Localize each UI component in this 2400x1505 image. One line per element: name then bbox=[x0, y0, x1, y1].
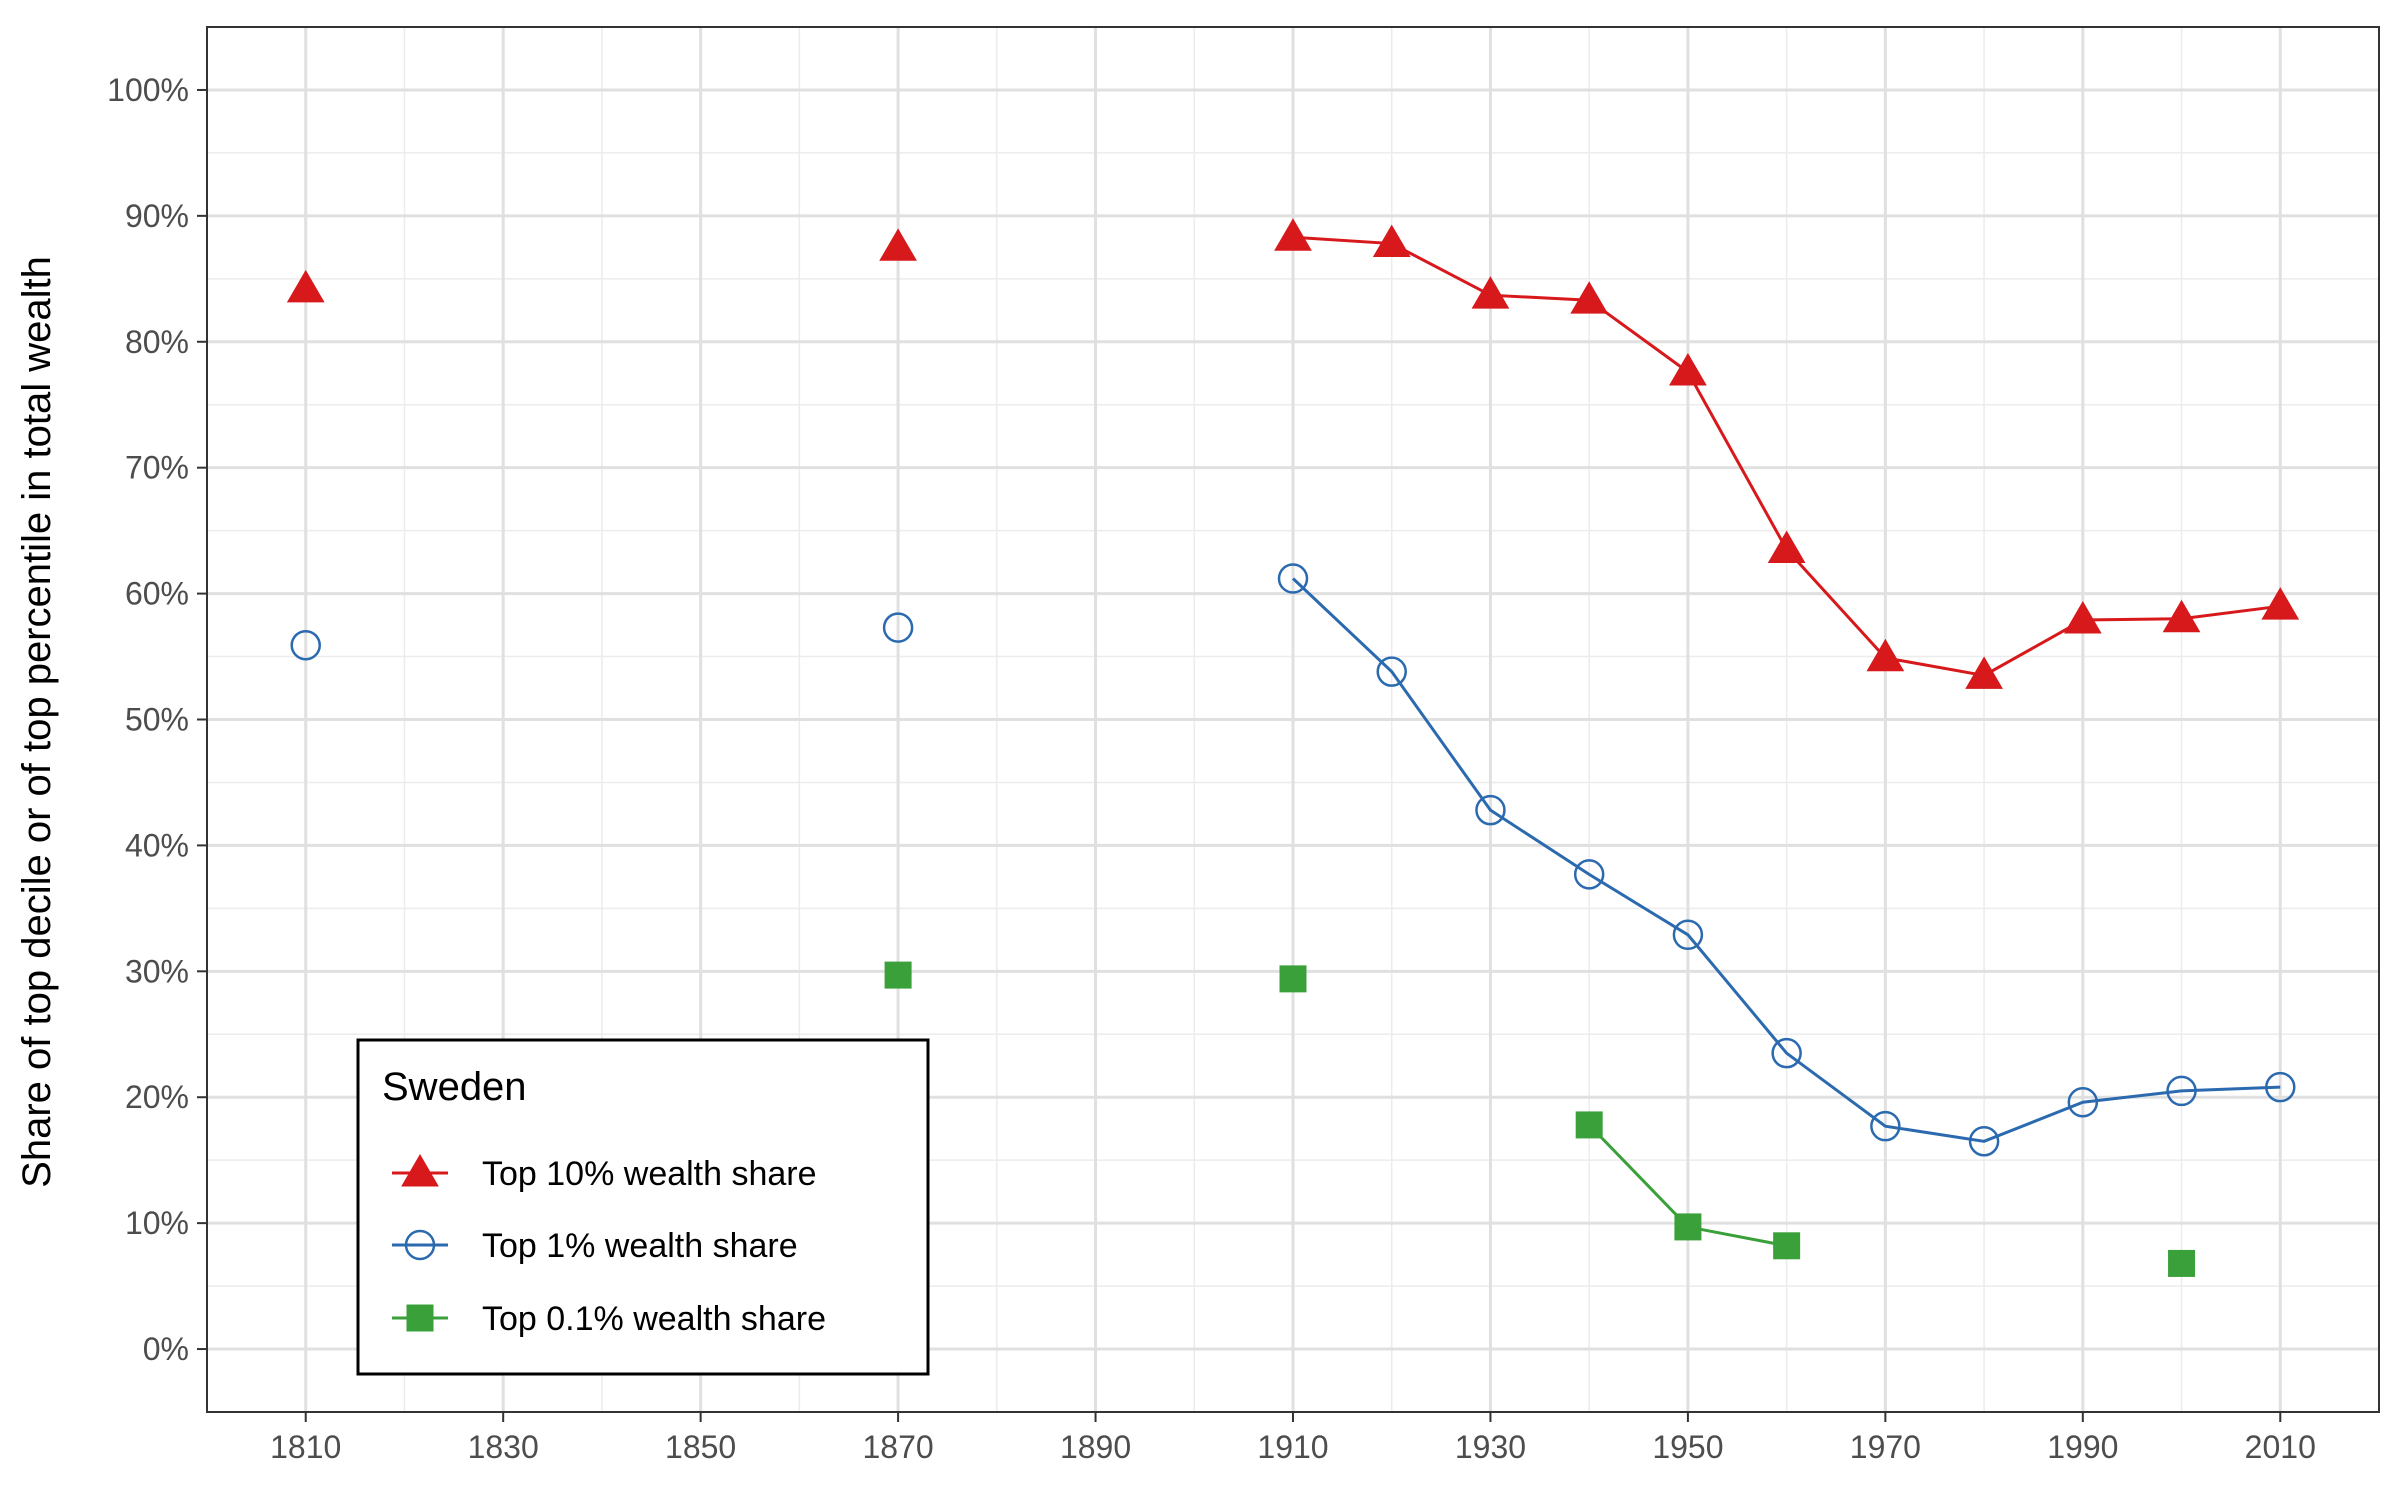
series-3 bbox=[884, 961, 2196, 1277]
data-point bbox=[2261, 587, 2300, 620]
data-point bbox=[1968, 1126, 2000, 1157]
data-point bbox=[1965, 656, 2003, 689]
legend-label: Top 0.1% wealth share bbox=[482, 1300, 826, 1338]
data-point bbox=[2162, 599, 2201, 633]
series-2 bbox=[290, 563, 2296, 1157]
data-point bbox=[884, 961, 912, 989]
data-point bbox=[290, 629, 321, 661]
y-tick-label: 60% bbox=[125, 576, 189, 612]
legend: Sweden Top 10% wealth share Top 1% wealth… bbox=[356, 1038, 930, 1376]
legend-key-marker bbox=[406, 1304, 434, 1332]
series-line bbox=[1291, 577, 2281, 1143]
data-point bbox=[882, 612, 914, 643]
data-point bbox=[1669, 352, 1707, 386]
data-point bbox=[1866, 638, 1905, 672]
data-point bbox=[1372, 224, 1411, 258]
data-point bbox=[1773, 1232, 1801, 1260]
data-point bbox=[1376, 656, 1407, 687]
data-point bbox=[2063, 601, 2102, 634]
data-point bbox=[1771, 1037, 1802, 1069]
y-axis-label: Share of top decile or of top percentile… bbox=[15, 256, 59, 1188]
x-tick-label: 1870 bbox=[862, 1429, 933, 1465]
x-tick-label: 1910 bbox=[1257, 1429, 1328, 1465]
data-point bbox=[1767, 530, 1806, 563]
data-point bbox=[2067, 1087, 2099, 1118]
data-point bbox=[1575, 1111, 1603, 1139]
data-point bbox=[1277, 563, 1309, 594]
x-tick-label: 1930 bbox=[1455, 1429, 1526, 1465]
data-point bbox=[1475, 794, 1506, 826]
data-point bbox=[2168, 1249, 2196, 1277]
data-point bbox=[1274, 218, 1312, 251]
data-point bbox=[1674, 1213, 1702, 1241]
data-point bbox=[1672, 919, 1704, 951]
legend-title: Sweden bbox=[382, 1065, 527, 1109]
y-tick-label: 90% bbox=[125, 198, 189, 234]
legend-key-marker bbox=[401, 1154, 439, 1187]
y-tick-label: 80% bbox=[125, 324, 189, 360]
series-layer bbox=[286, 218, 2300, 1277]
y-tick-label: 40% bbox=[125, 827, 189, 863]
y-tick-label: 100% bbox=[107, 72, 189, 108]
x-tick-label: 1950 bbox=[1652, 1429, 1723, 1465]
y-tick-label: 0% bbox=[143, 1331, 189, 1367]
data-point bbox=[1471, 276, 1510, 309]
data-point bbox=[879, 228, 917, 261]
x-tick-label: 1830 bbox=[468, 1429, 539, 1465]
y-tick-label: 70% bbox=[125, 450, 189, 486]
data-point bbox=[1570, 281, 1609, 314]
legend-box bbox=[356, 1038, 930, 1376]
data-point bbox=[286, 269, 325, 303]
data-point bbox=[2265, 1071, 2296, 1103]
x-tick-label: 2010 bbox=[2245, 1429, 2316, 1465]
legend-key-marker bbox=[404, 1229, 436, 1261]
axes: 1810 1830 1850 1870 1890 1910 1930 1950 1970 1990… bbox=[107, 72, 2316, 1465]
x-tick-label: 1850 bbox=[665, 1429, 736, 1465]
series-1 bbox=[286, 218, 2300, 689]
y-tick-label: 50% bbox=[125, 702, 189, 738]
x-tick-label: 1810 bbox=[270, 1429, 341, 1465]
legend-label: Top 10% wealth share bbox=[482, 1155, 817, 1193]
y-tick-label: 10% bbox=[125, 1205, 189, 1241]
data-point bbox=[2166, 1075, 2197, 1107]
legend-label: Top 1% wealth share bbox=[482, 1227, 798, 1265]
x-tick-label: 1970 bbox=[1850, 1429, 1921, 1465]
x-tick-label: 1990 bbox=[2047, 1429, 2118, 1465]
y-tick-label: 30% bbox=[125, 953, 189, 989]
grid-lines bbox=[207, 27, 2379, 1412]
data-point bbox=[1573, 859, 1605, 890]
data-point bbox=[1279, 965, 1307, 993]
x-tick-label: 1890 bbox=[1060, 1429, 1131, 1465]
data-point bbox=[1870, 1110, 1901, 1142]
legend-entries: Top 10% wealth share Top 1% wealth share T… bbox=[392, 1154, 826, 1338]
y-tick-label: 20% bbox=[125, 1079, 189, 1115]
